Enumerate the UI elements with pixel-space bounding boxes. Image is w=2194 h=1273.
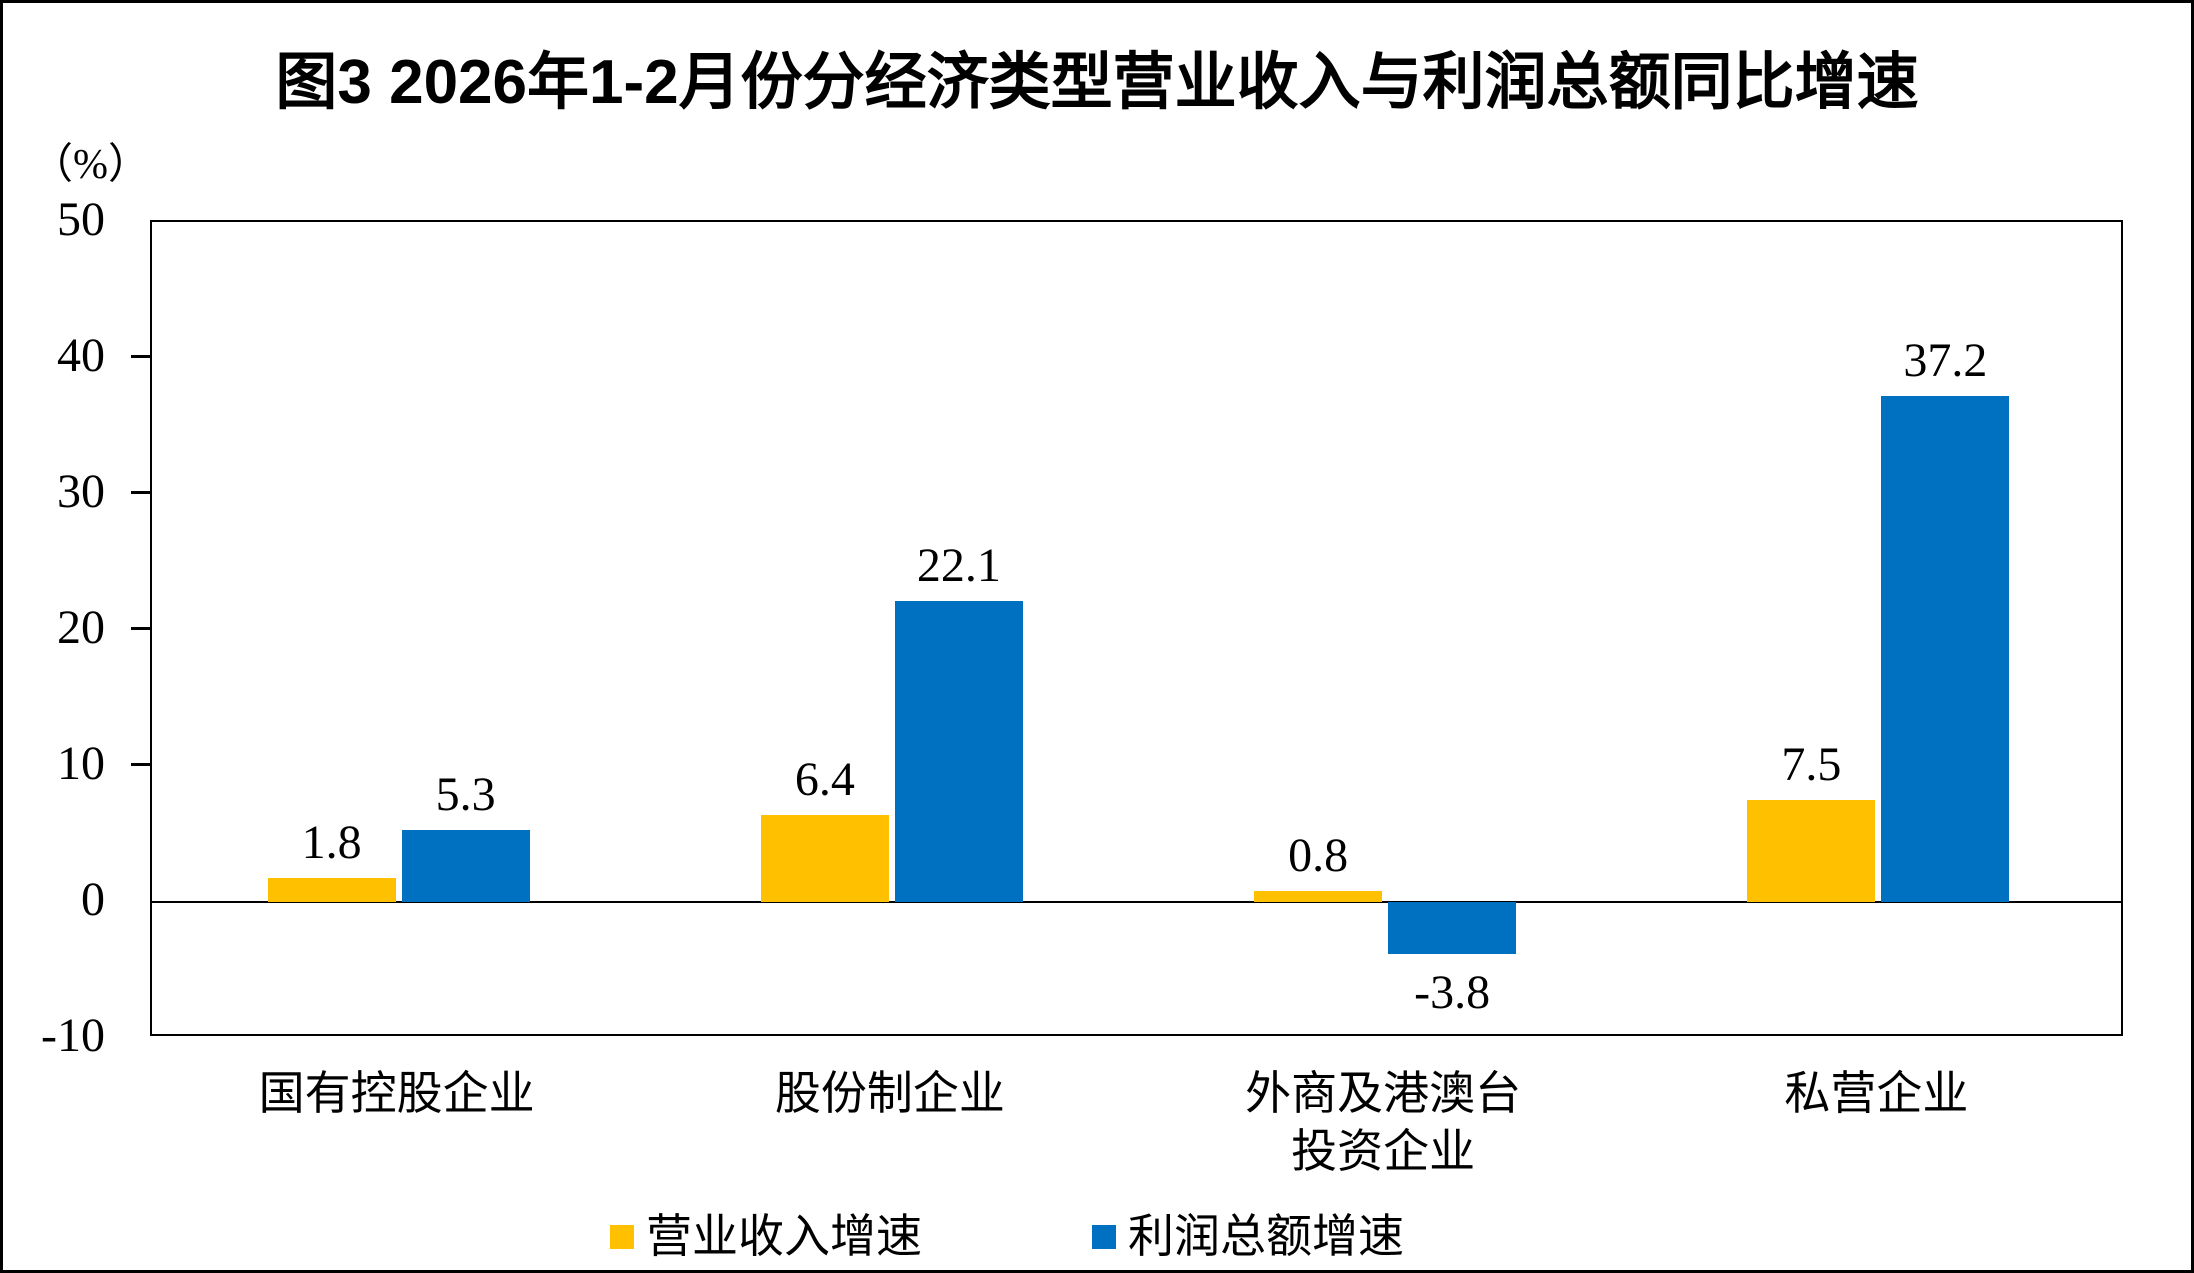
y-tick-mark <box>131 490 150 494</box>
legend-swatch-icon <box>610 1225 634 1249</box>
category-label-0: 国有控股企业 <box>150 1065 643 1123</box>
y-tick-label: 10 <box>57 737 105 790</box>
legend: 营业收入增速 利润总额增速 <box>610 1209 1404 1265</box>
legend-swatch-icon <box>1092 1225 1116 1249</box>
value-label-series0-cat1: 6.4 <box>794 752 855 806</box>
legend-item-0: 营业收入增速 <box>610 1209 922 1265</box>
legend-item-1: 利润总额增速 <box>1092 1209 1404 1265</box>
bar-series0-cat3 <box>1747 800 1876 902</box>
bar-series1-cat0 <box>401 829 530 902</box>
bar-series1-cat1 <box>894 601 1023 902</box>
value-label-series0-cat2: 0.8 <box>1288 829 1349 883</box>
y-tick-mark <box>131 354 150 358</box>
category-label-line: 股份制企业 <box>774 1068 1005 1119</box>
value-label-series0-cat3: 7.5 <box>1781 738 1842 791</box>
value-label-series1-cat0: 5.3 <box>435 767 496 821</box>
chart-title: 图3 2026年1-2月份分经济类型营业收入与利润总额同比增速 <box>275 48 1919 117</box>
value-label-series1-cat3: 37.2 <box>1903 334 1988 388</box>
bar-series1-cat2 <box>1388 902 1517 954</box>
y-axis-unit-label: （%） <box>31 142 150 188</box>
y-tick-mark <box>131 626 150 630</box>
value-label-series1-cat2: -3.8 <box>1414 965 1491 1019</box>
y-tick-label: 30 <box>57 465 105 518</box>
bar-series0-cat1 <box>760 814 889 902</box>
y-tick-label: -10 <box>41 1009 105 1062</box>
y-tick-label: 50 <box>57 193 105 246</box>
category-label-line: 私营企业 <box>1784 1068 1969 1119</box>
y-tick-mark <box>131 762 150 766</box>
value-label-series0-cat0: 1.8 <box>301 815 362 869</box>
category-label-line: 投资企业 <box>1291 1126 1476 1177</box>
bar-series1-cat3 <box>1881 396 2010 902</box>
category-label-3: 私营企业 <box>1630 1065 2123 1123</box>
plot-area: 1.8 6.4 0.8 7.5 5.3 22.1 -3.8 37.2 <box>150 220 2123 1036</box>
bar-series0-cat2 <box>1254 891 1383 902</box>
y-tick-label: 0 <box>81 873 105 926</box>
value-label-series1-cat1: 22.1 <box>916 539 1001 593</box>
y-tick-label: 20 <box>57 601 105 654</box>
y-tick-label: 40 <box>57 329 105 382</box>
legend-label: 利润总额增速 <box>1128 1211 1404 1262</box>
legend-label: 营业收入增速 <box>646 1211 922 1262</box>
category-label-1: 股份制企业 <box>643 1065 1136 1123</box>
category-label-line: 国有控股企业 <box>258 1068 535 1119</box>
category-label-line: 外商及港澳台 <box>1245 1068 1522 1119</box>
bar-series0-cat0 <box>267 877 396 902</box>
category-label-2: 外商及港澳台 投资企业 <box>1137 1065 1630 1181</box>
zero-baseline <box>152 901 2121 903</box>
